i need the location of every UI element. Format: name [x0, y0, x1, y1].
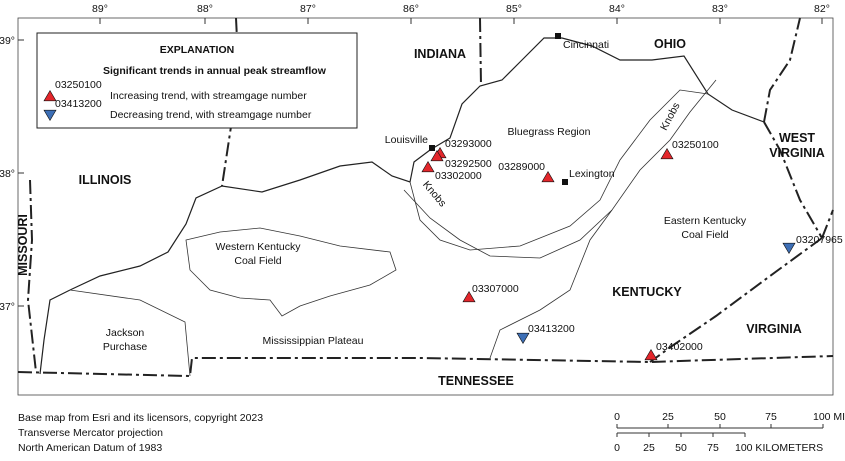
scale-label: 25 — [662, 411, 674, 423]
gage-label: 03289000 — [498, 161, 545, 173]
gage-marker — [462, 291, 476, 303]
gage-marker — [541, 171, 555, 183]
gage-label: 03413200 — [528, 323, 575, 335]
scale-label: 50 — [675, 442, 687, 454]
legend-marker — [43, 109, 57, 121]
gage-marker — [660, 148, 674, 160]
scale-label: 25 — [643, 442, 655, 454]
state-label: MISSOURI — [16, 214, 30, 276]
state-label: OHIO — [654, 37, 686, 51]
gage-label: 03302000 — [435, 170, 482, 182]
state-label: KENTUCKY — [612, 285, 682, 299]
credit: Transverse Mercator projection — [18, 427, 163, 439]
scale-label: 0 — [614, 442, 620, 454]
latitude-label: 37° — [0, 301, 15, 313]
legend-subtitle: Significant trends in annual peak stream… — [103, 65, 327, 77]
city-marker — [555, 33, 561, 39]
region-outline — [69, 289, 191, 377]
gage-label: 03402000 — [656, 341, 703, 353]
region-outline — [409, 89, 709, 251]
region-label: Jackson — [106, 327, 145, 339]
city-marker — [429, 145, 435, 151]
gage-label: 03307000 — [472, 283, 519, 295]
city-marker — [562, 179, 568, 185]
border — [649, 237, 823, 363]
state-label: INDIANA — [414, 47, 466, 61]
border — [763, 121, 823, 239]
border — [221, 17, 240, 187]
longitude-label: 85° — [506, 3, 522, 15]
state-label: VIRGINIA — [769, 146, 825, 160]
legend-title: EXPLANATION — [160, 44, 234, 56]
city-label: Cincinnati — [563, 39, 609, 51]
longitude-label: 87° — [300, 3, 316, 15]
region-outline — [403, 79, 717, 259]
region-label: Mississippian Plateau — [263, 335, 364, 347]
longitude-label: 86° — [403, 3, 419, 15]
legend-box — [36, 32, 358, 129]
latitude-label: 38° — [0, 168, 15, 180]
region-label: Purchase — [103, 341, 148, 353]
longitude-label: 88° — [197, 3, 213, 15]
state-label: ILLINOIS — [79, 173, 132, 187]
border — [763, 17, 801, 123]
longitude-label: 84° — [609, 3, 625, 15]
scale-label: 50 — [714, 411, 726, 423]
border — [821, 209, 834, 239]
state-label: WEST — [779, 131, 815, 145]
credit: Base map from Esri and its licensors, co… — [18, 412, 263, 424]
gage-marker — [644, 349, 658, 361]
boundaries — [17, 17, 834, 378]
legend-marker — [43, 90, 57, 102]
border — [479, 17, 482, 87]
longitude-label: 83° — [712, 3, 728, 15]
region-label: Eastern Kentucky — [664, 215, 747, 227]
border — [26, 179, 37, 373]
region-outline — [185, 227, 397, 317]
city-label: Louisville — [385, 134, 428, 146]
scale-label: 100 KILOMETERS — [735, 442, 823, 454]
state-label: VIRGINIA — [746, 322, 802, 336]
state-label: TENNESSEE — [438, 374, 514, 388]
mississippi-river — [39, 289, 71, 375]
legend-gage: 03250100 — [55, 79, 102, 91]
longitude-label: 82° — [814, 3, 830, 15]
gage-label: 03250100 — [672, 139, 719, 151]
scale-label: 75 — [765, 411, 777, 423]
legend-label: Increasing trend, with streamgage number — [110, 90, 307, 102]
city-label: Lexington — [569, 168, 615, 180]
credit: North American Datum of 1983 — [18, 442, 162, 454]
gage-marker — [516, 332, 530, 344]
region-label: Bluegrass Region — [508, 126, 591, 138]
gage-label: 03293000 — [445, 138, 492, 150]
legend-gage: 03413200 — [55, 98, 102, 110]
region-lines — [69, 79, 717, 377]
longitude-label: 89° — [92, 3, 108, 15]
region-label: Coal Field — [681, 229, 728, 241]
gage-label: 03207965 — [796, 234, 843, 246]
region-outline — [489, 209, 613, 359]
gage-marker — [782, 242, 796, 254]
scale-label: 75 — [707, 442, 719, 454]
latitude-label: 39° — [0, 35, 15, 47]
region-label: Western Kentucky — [215, 241, 301, 253]
gage-label: 03292500 — [445, 158, 492, 170]
gage-marker — [430, 150, 444, 162]
gage-marker — [421, 161, 435, 173]
legend-label: Decreasing trend, with streamgage number — [110, 109, 312, 121]
scale-label: 0 — [614, 411, 620, 423]
region-label: Coal Field — [234, 255, 281, 267]
scale-label: 100 MILES — [813, 411, 845, 423]
